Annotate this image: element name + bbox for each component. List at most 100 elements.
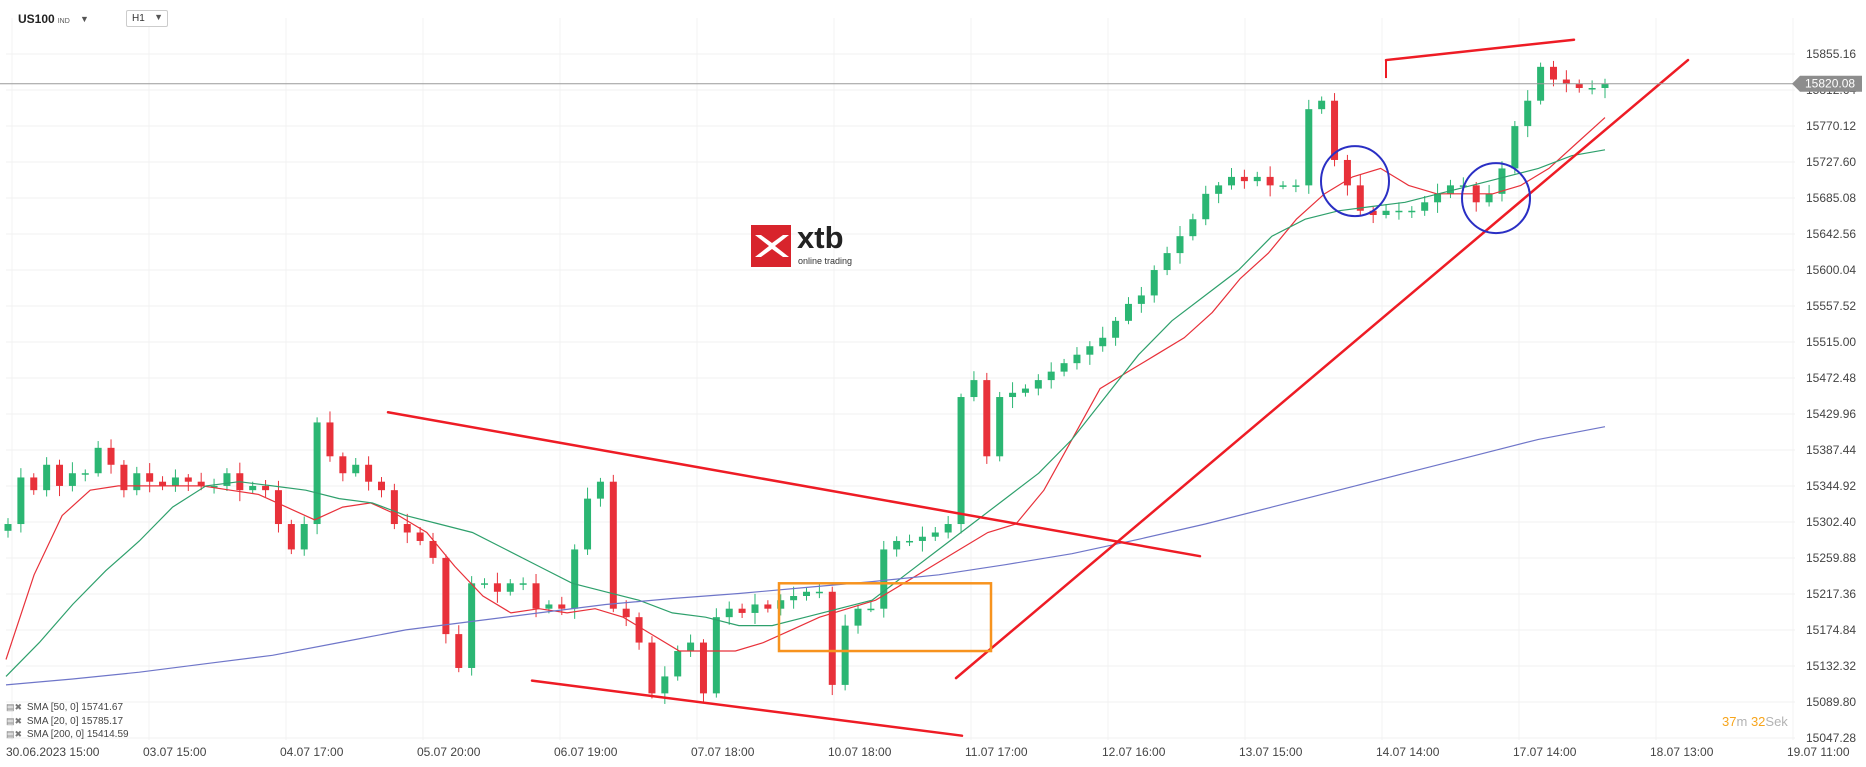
trendline bbox=[954, 58, 1690, 680]
candle bbox=[455, 625, 463, 673]
candle-body bbox=[1150, 270, 1158, 296]
candle bbox=[687, 634, 695, 657]
candle-body bbox=[1356, 185, 1364, 211]
candle bbox=[326, 411, 334, 462]
candle-body bbox=[532, 583, 540, 609]
candle bbox=[30, 473, 38, 495]
candle bbox=[880, 540, 888, 618]
candle-body bbox=[107, 447, 115, 465]
candle-body bbox=[1228, 176, 1236, 186]
candle bbox=[519, 577, 527, 591]
candle bbox=[596, 477, 604, 507]
candle-body bbox=[854, 608, 862, 626]
candle-body bbox=[571, 549, 579, 609]
candle-body bbox=[596, 481, 604, 499]
candle bbox=[1498, 161, 1506, 202]
candle bbox=[532, 573, 540, 618]
timeframe-selector[interactable]: H1 ▼ bbox=[126, 10, 168, 27]
indicator-legend: ▤✖ SMA [50, 0] 15741.67 ▤✖ SMA [20, 0] 1… bbox=[6, 701, 129, 742]
candle bbox=[854, 604, 862, 634]
x-tick-label: 18.07 13:00 bbox=[1650, 745, 1714, 759]
chevron-down-icon[interactable]: ▼ bbox=[80, 14, 89, 24]
candle bbox=[313, 417, 321, 535]
candle bbox=[1408, 206, 1416, 218]
x-tick-label: 04.07 17:00 bbox=[280, 745, 344, 759]
candle bbox=[1073, 347, 1081, 370]
legend-label: SMA [200, 0] 15414.59 bbox=[26, 729, 129, 740]
candle bbox=[262, 480, 270, 497]
x-tick-label: 13.07 15:00 bbox=[1239, 745, 1303, 759]
candle bbox=[571, 544, 579, 619]
candle bbox=[1021, 384, 1029, 397]
candle-body bbox=[1434, 193, 1442, 203]
candle bbox=[1240, 169, 1248, 189]
y-tick-label: 15302.40 bbox=[1806, 515, 1856, 529]
candle-body bbox=[1215, 185, 1223, 194]
candle-body bbox=[1073, 354, 1081, 364]
candle bbox=[468, 576, 476, 676]
candle bbox=[584, 487, 592, 555]
candle-body bbox=[1099, 337, 1107, 347]
candle-body bbox=[906, 540, 914, 543]
candle bbox=[1446, 179, 1454, 199]
candle-body bbox=[880, 549, 888, 609]
candle-body bbox=[1549, 66, 1557, 80]
candle-body bbox=[584, 498, 592, 550]
trendline bbox=[530, 679, 964, 737]
y-tick-label: 15642.56 bbox=[1806, 227, 1856, 241]
candle bbox=[94, 441, 102, 477]
candle bbox=[43, 457, 51, 497]
candle bbox=[429, 532, 437, 564]
y-tick-label: 15557.52 bbox=[1806, 299, 1856, 313]
candle-body bbox=[429, 540, 437, 558]
exchange-label: IND bbox=[57, 18, 70, 25]
consolidation-box bbox=[777, 582, 993, 653]
candle-body bbox=[403, 524, 411, 533]
candle bbox=[1305, 99, 1313, 194]
logo-text: xtb bbox=[797, 220, 844, 255]
candle bbox=[622, 600, 630, 627]
instrument-selector[interactable]: US100 IND bbox=[18, 12, 70, 26]
candle-body bbox=[609, 481, 617, 609]
legend-label: SMA [50, 0] 15741.67 bbox=[26, 702, 124, 713]
candle bbox=[1549, 60, 1557, 87]
candle-body bbox=[1343, 159, 1351, 186]
x-tick-label: 05.07 20:00 bbox=[417, 745, 481, 759]
candle-body bbox=[1524, 100, 1532, 127]
candle-body bbox=[1331, 100, 1339, 160]
candle bbox=[339, 452, 347, 482]
candle bbox=[906, 534, 914, 547]
y-tick-label: 15344.92 bbox=[1806, 479, 1856, 493]
candles bbox=[4, 60, 1609, 704]
candle bbox=[1176, 226, 1184, 264]
legend-item-sma50[interactable]: ▤✖ SMA [50, 0] 15741.67 bbox=[6, 701, 129, 715]
candle-body bbox=[4, 524, 12, 531]
candle bbox=[1202, 185, 1210, 226]
candle bbox=[1562, 70, 1570, 93]
legend-item-sma20[interactable]: ▤✖ SMA [20, 0] 15785.17 bbox=[6, 715, 129, 729]
settings-icon[interactable]: ▤✖ bbox=[6, 715, 23, 726]
candle-body bbox=[893, 540, 901, 550]
candle bbox=[1150, 265, 1158, 303]
candle bbox=[1292, 179, 1300, 193]
candle-body bbox=[300, 524, 308, 550]
candle-body bbox=[455, 634, 463, 668]
candle bbox=[1601, 78, 1609, 99]
legend-item-sma200[interactable]: ▤✖ SMA [200, 0] 15414.59 bbox=[6, 728, 129, 742]
candle-body bbox=[635, 617, 643, 643]
candle bbox=[1086, 341, 1094, 365]
candle-body bbox=[957, 397, 965, 525]
timeframe-label: H1 bbox=[132, 13, 145, 24]
x-tick-label: 12.07 16:00 bbox=[1102, 745, 1166, 759]
candle-body bbox=[1266, 176, 1274, 186]
candle-body bbox=[1112, 320, 1120, 338]
settings-icon[interactable]: ▤✖ bbox=[6, 702, 23, 712]
sma200-line bbox=[5, 426, 1606, 686]
settings-icon[interactable]: ▤✖ bbox=[6, 729, 23, 739]
candle-body bbox=[841, 625, 849, 685]
candle-body bbox=[1318, 100, 1326, 110]
candle bbox=[1163, 246, 1171, 276]
candle bbox=[68, 462, 76, 492]
candle bbox=[56, 459, 64, 497]
